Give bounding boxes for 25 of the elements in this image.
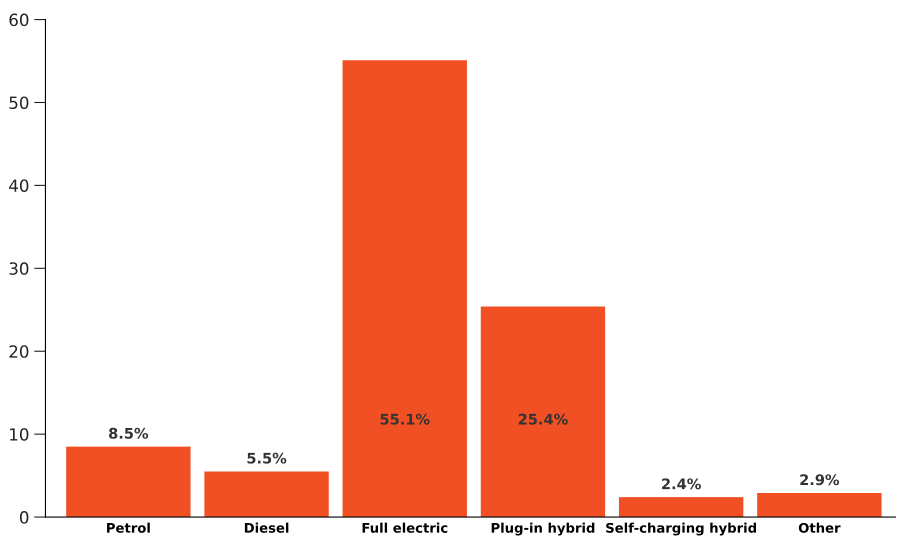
x-tick-label: Self-charging hybrid (606, 522, 756, 536)
bar (618, 497, 744, 518)
x-tick-label: Diesel (244, 522, 288, 533)
bar (342, 60, 467, 518)
x-tick-label: Full electric (362, 522, 448, 533)
data-label: 5.5% (247, 452, 286, 464)
y-tick-label: 60 (9, 14, 28, 26)
y-tick-label: 30 (10, 262, 28, 275)
bar (66, 446, 191, 518)
y-tick-label: 50 (10, 96, 28, 110)
x-tick-label: Plug-in hybrid (492, 522, 594, 536)
data-label: 55.1% (380, 414, 430, 425)
bar (204, 471, 329, 518)
bar (757, 493, 882, 518)
x-tick-label: Petrol (107, 522, 150, 533)
y-tick-label: 10 (10, 428, 28, 441)
data-label: 2.4% (662, 478, 701, 490)
data-label: 8.5% (109, 428, 148, 439)
data-label: 25.4% (518, 414, 568, 425)
y-tick-label: 40 (9, 179, 28, 192)
bar (480, 306, 606, 518)
data-label: 2.9% (800, 474, 840, 486)
y-tick-label: 20 (9, 345, 28, 358)
x-tick-label: Other (798, 522, 841, 533)
y-tick-label: 0 (20, 511, 28, 524)
